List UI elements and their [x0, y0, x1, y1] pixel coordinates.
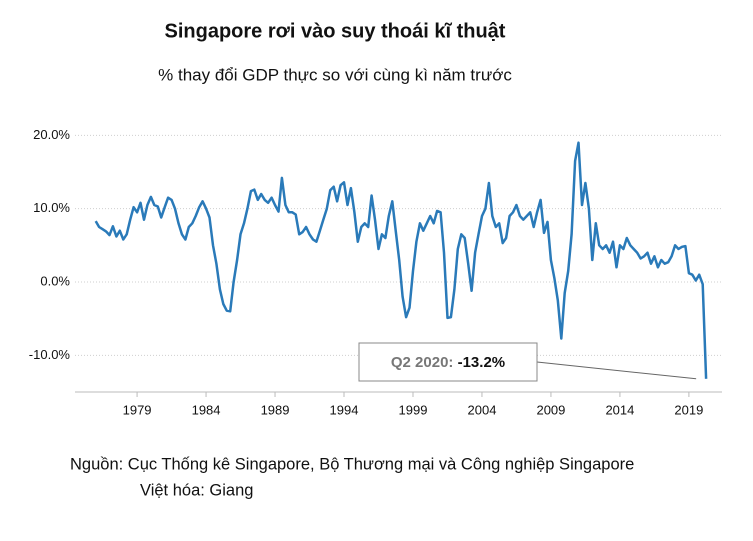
annotation-text: Q2 2020: -13.2%: [391, 354, 505, 371]
y-tick-label: -10.0%: [29, 347, 71, 362]
x-tick-label: 2009: [536, 402, 565, 417]
x-tick-label: 1989: [261, 402, 290, 417]
annotation-box: [358, 342, 538, 382]
line-series: [94, 141, 708, 379]
annotation-label: Q2 2020:: [391, 354, 454, 371]
x-tick-label: 1999: [399, 402, 428, 417]
x-tick-label: 2004: [468, 402, 497, 417]
chart-subtitle: % thay đổi GDP thực so với cùng kì năm t…: [158, 65, 512, 84]
source: Nguồn: Cục Thống kê Singapore, Bộ Thương…: [70, 455, 634, 473]
x-tick-label: 1984: [192, 402, 221, 417]
y-tick-label: 10.0%: [33, 200, 70, 215]
x-tick-label: 1994: [330, 402, 359, 417]
chart-title: Singapore rơi vào suy thoái kĩ thuật: [165, 20, 506, 42]
annotation-leader: [536, 361, 697, 380]
x-tick-label: 1979: [123, 402, 152, 417]
x-tick-label: 2014: [605, 402, 634, 417]
y-tick-label: 20.0%: [33, 127, 70, 142]
x-tick-label: 2019: [674, 402, 703, 417]
annotation-value: -13.2%: [458, 354, 506, 371]
y-tick-label: 0.0%: [40, 273, 70, 288]
credit: Việt hóa: Giang: [140, 481, 253, 499]
